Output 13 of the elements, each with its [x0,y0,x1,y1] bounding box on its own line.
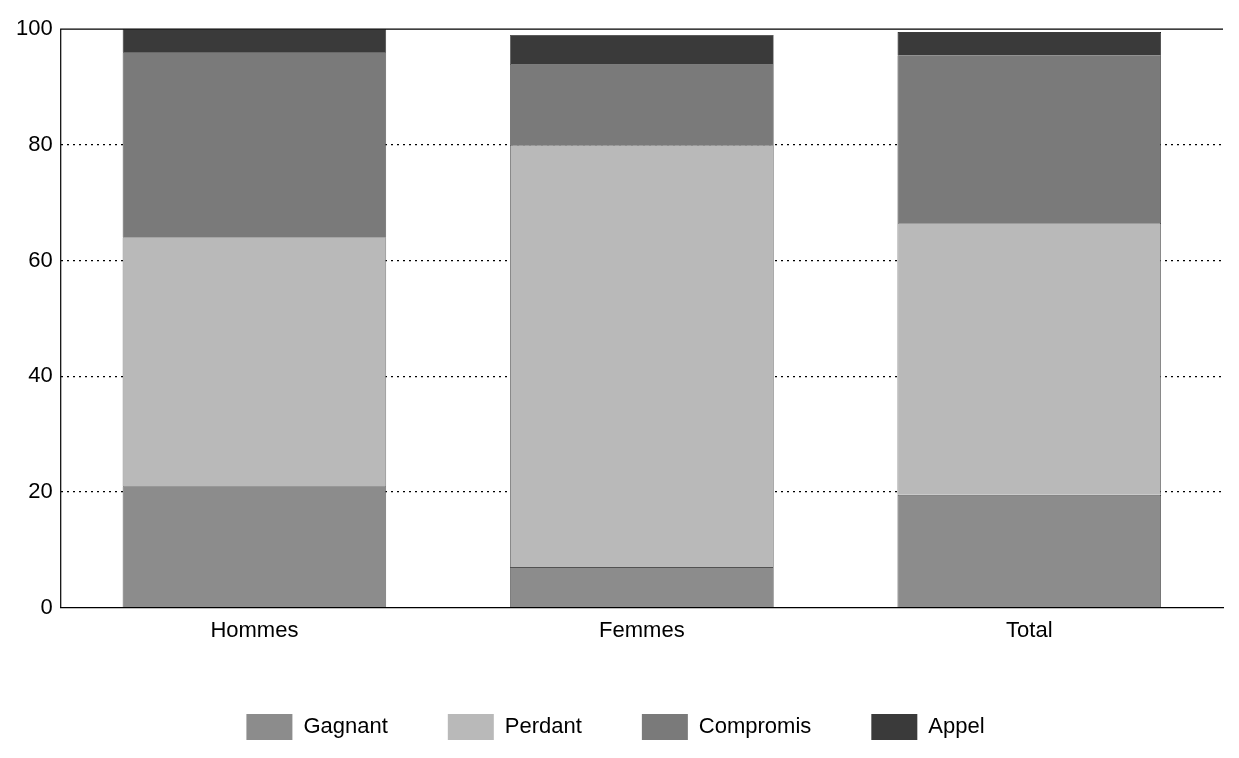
legend-label: Appel [928,713,985,739]
y-tick-label: 80 [28,130,53,156]
legend-label: Gagnant [303,713,388,739]
x-tick-label: Hommes [210,616,299,642]
y-tick-label: 20 [28,477,53,503]
y-tick-label: 40 [28,362,53,388]
legend-label: Compromis [698,713,812,739]
y-tick-label: 100 [15,15,53,41]
x-tick-label: Total [1006,616,1053,642]
x-tick-label: Femmes [599,616,685,642]
legend-label: Perdant [504,713,582,739]
y-tick-label: 0 [40,593,53,619]
y-tick-label: 60 [28,246,53,272]
